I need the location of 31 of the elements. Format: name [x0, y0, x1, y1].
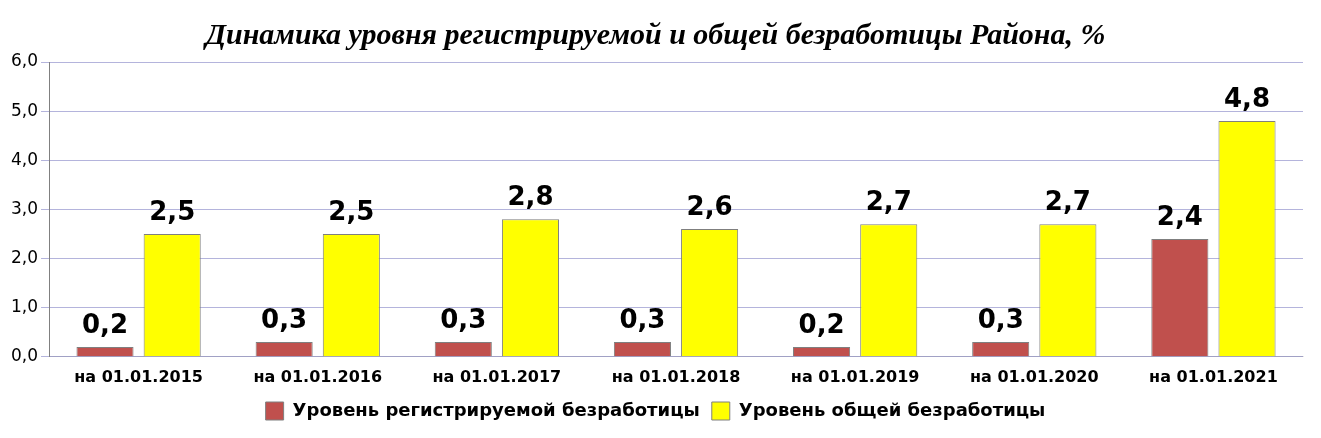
x-tick-label: на 01.01.2020 [969, 366, 1099, 386]
y-tick-label: 2,0 [10, 246, 39, 267]
data-label: 0,3 [261, 303, 308, 334]
data-label: 2,5 [149, 195, 196, 226]
data-label: 4,8 [1223, 82, 1271, 113]
x-tick-label: на 01.01.2015 [74, 366, 203, 386]
x-tick-label: на 01.01.2021 [1149, 366, 1278, 386]
x-tick-label: на 01.01.2017 [432, 366, 562, 386]
y-tick-label: 0,0 [10, 345, 39, 366]
y-tick-label: 1,0 [10, 296, 39, 317]
y-tick-label: 6,0 [10, 50, 39, 71]
legend-label: Уровень регистрируемой безработицы [292, 398, 700, 420]
data-label: 2,5 [328, 195, 375, 226]
y-tick-label: 5,0 [10, 99, 39, 120]
y-tick-label: 4,0 [10, 148, 39, 169]
legend-label: Уровень общей безработицы [738, 398, 1046, 420]
y-tick-label: 3,0 [10, 197, 39, 218]
data-label: 2,4 [1156, 200, 1203, 231]
data-label: 2,7 [1044, 185, 1091, 216]
x-tick-label: на 01.01.2019 [790, 366, 920, 386]
data-label: 0,3 [440, 303, 487, 334]
data-label: 2,8 [507, 180, 554, 211]
data-label: 0,2 [81, 308, 129, 339]
data-label: 0,3 [619, 303, 666, 334]
x-tick-label: на 01.01.2016 [253, 366, 383, 386]
chart-title: Динамика уровня регистрируемой и общей безработицы Района, % [202, 16, 1106, 50]
data-label: 0,3 [977, 303, 1024, 334]
data-label: 2,6 [686, 190, 733, 221]
x-tick-label: на 01.01.2018 [611, 366, 741, 386]
data-label: 0,2 [798, 308, 845, 339]
data-label: 2,7 [865, 185, 912, 216]
